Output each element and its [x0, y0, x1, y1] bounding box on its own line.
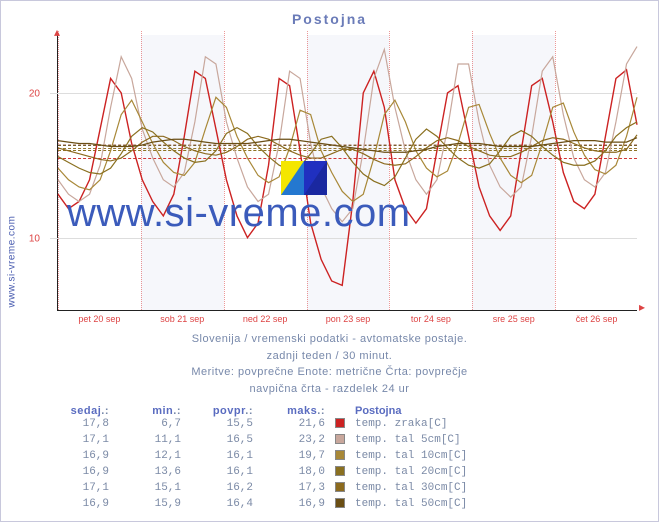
cell-povpr: 16,2	[189, 481, 253, 497]
series-line	[58, 138, 637, 153]
series-line	[58, 135, 637, 165]
caption-line: Slovenija / vremenski podatki - avtomats…	[1, 331, 658, 348]
swatch-icon	[335, 466, 345, 476]
series-line	[58, 122, 637, 186]
cell-min: 11,1	[117, 433, 181, 449]
cell-povpr: 16,4	[189, 497, 253, 513]
cell-min: 15,1	[117, 481, 181, 497]
y-axis-label: 10	[29, 234, 40, 245]
y-axis-label: 20	[29, 89, 40, 100]
legend-label: temp. tal 30cm[C]	[355, 481, 565, 497]
cell-min: 12,1	[117, 449, 181, 465]
x-axis-label: pon 23 sep	[326, 314, 371, 324]
cell-maks: 21,6	[261, 417, 325, 433]
cell-povpr: 16,1	[189, 449, 253, 465]
site-label-vertical: www.si-vreme.com	[5, 1, 19, 521]
cell-maks: 17,3	[261, 481, 325, 497]
legend-label: temp. tal 5cm[C]	[355, 433, 565, 449]
x-axis-label: ned 22 sep	[243, 314, 288, 324]
x-axis-label: tor 24 sep	[411, 314, 451, 324]
legend-label: temp. tal 10cm[C]	[355, 449, 565, 465]
legend-label: temp. zraka[C]	[355, 417, 565, 433]
col-header-povpr: povpr.:	[189, 405, 253, 417]
legend-swatch	[333, 465, 347, 481]
cell-maks: 23,2	[261, 433, 325, 449]
cell-sedaj: 17,1	[45, 433, 109, 449]
cell-sedaj: 17,8	[45, 417, 109, 433]
swatch-icon	[335, 418, 345, 428]
series-svg	[58, 35, 637, 310]
legend-swatch	[333, 497, 347, 513]
legend-swatch	[333, 449, 347, 465]
cell-min: 15,9	[117, 497, 181, 513]
col-header-min: min.:	[117, 405, 181, 417]
legend-swatch	[333, 433, 347, 449]
cell-sedaj: 16,9	[45, 497, 109, 513]
legend-swatch	[333, 481, 347, 497]
cell-povpr: 15,5	[189, 417, 253, 433]
legend-label: temp. tal 20cm[C]	[355, 465, 565, 481]
col-header-sedaj: sedaj.:	[45, 405, 109, 417]
series-line	[58, 47, 637, 222]
legend-swatch	[333, 417, 347, 433]
legend-label: temp. tal 50cm[C]	[355, 497, 565, 513]
cell-maks: 18,0	[261, 465, 325, 481]
site-label-text: www.si-vreme.com	[7, 215, 18, 307]
cell-min: 6,7	[117, 417, 181, 433]
cell-sedaj: 16,9	[45, 465, 109, 481]
plot-area: ▴ ▸ pet 20 sepsob 21 sepned 22 seppon 23…	[57, 35, 637, 311]
cell-povpr: 16,5	[189, 433, 253, 449]
col-header-swatch	[333, 405, 347, 417]
cell-min: 13,6	[117, 465, 181, 481]
x-axis-arrow-icon: ▸	[639, 300, 645, 314]
cell-povpr: 16,1	[189, 465, 253, 481]
legend-title: Postojna	[355, 405, 565, 417]
cell-maks: 19,7	[261, 449, 325, 465]
caption-line: zadnji teden / 30 minut.	[1, 348, 658, 365]
cell-sedaj: 17,1	[45, 481, 109, 497]
caption-line: navpična črta - razdelek 24 ur	[1, 381, 658, 398]
data-table: sedaj.: min.: povpr.: maks.: Postojna 17,8 6,7…	[45, 405, 638, 513]
swatch-icon	[335, 498, 345, 508]
x-axis-label: sob 21 sep	[160, 314, 204, 324]
swatch-icon	[335, 450, 345, 460]
x-axis-label: čet 26 sep	[576, 314, 618, 324]
x-axis-label: pet 20 sep	[78, 314, 120, 324]
swatch-icon	[335, 482, 345, 492]
col-header-maks: maks.:	[261, 405, 325, 417]
cell-maks: 16,9	[261, 497, 325, 513]
cell-sedaj: 16,9	[45, 449, 109, 465]
chart-frame: www.si-vreme.com Postojna ▴ ▸ pet 20 sep…	[0, 0, 659, 522]
swatch-icon	[335, 434, 345, 444]
x-axis-label: sre 25 sep	[493, 314, 535, 324]
caption-line: Meritve: povprečne Enote: metrične Črta:…	[1, 364, 658, 381]
watermark-logo-icon	[281, 161, 327, 195]
chart-title: Postojna	[1, 11, 658, 27]
series-line	[58, 70, 637, 286]
caption-block: Slovenija / vremenski podatki - avtomats…	[1, 331, 658, 397]
